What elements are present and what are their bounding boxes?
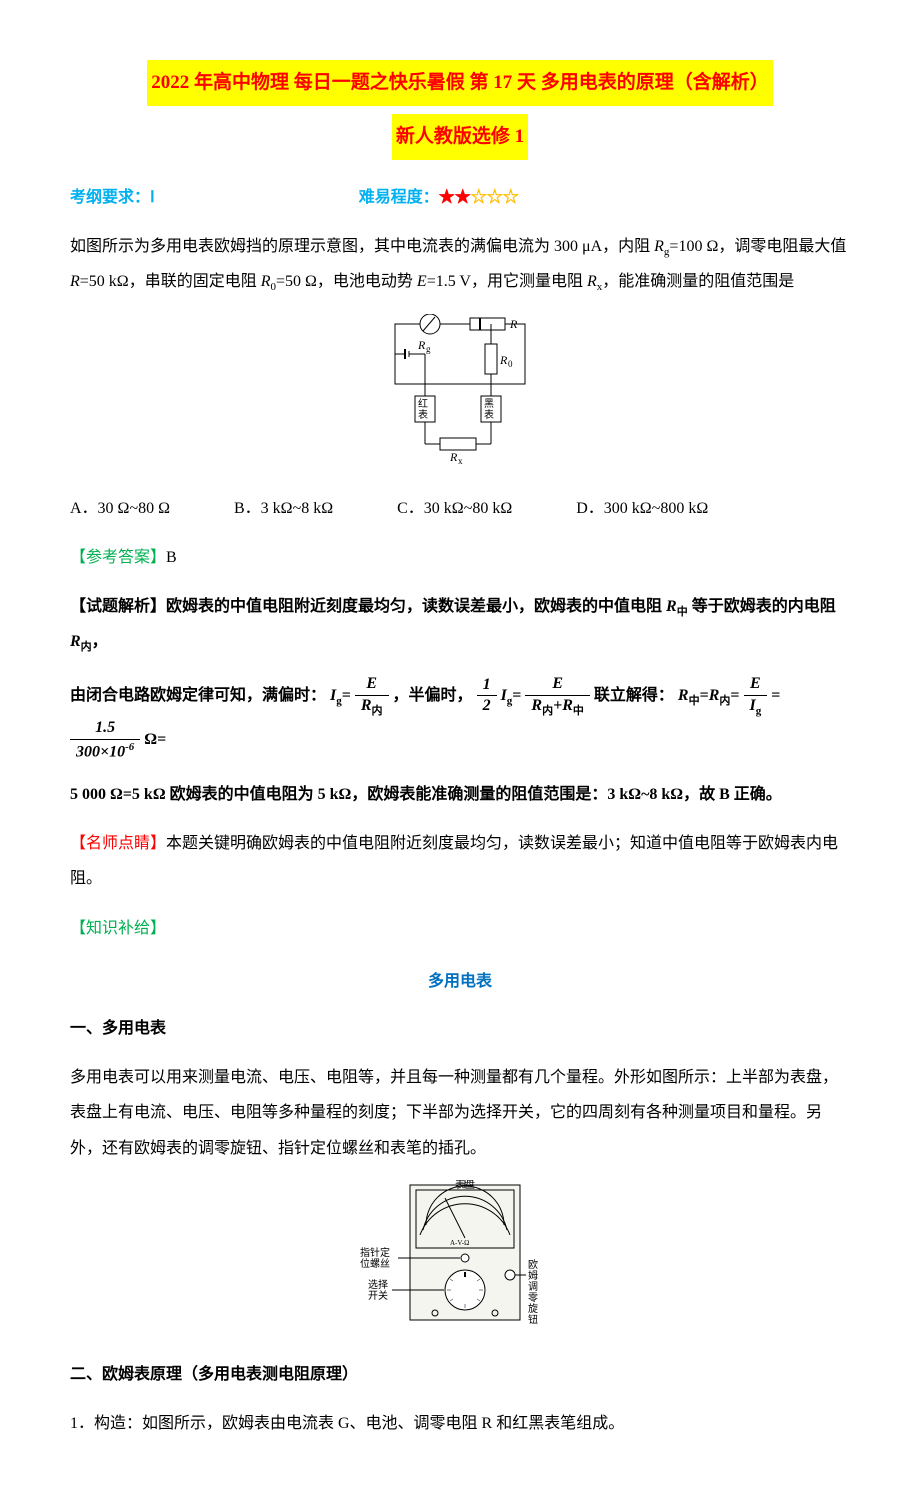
page-subtitle: 新人教版选修 1 — [392, 114, 528, 160]
svg-text:R: R — [417, 338, 426, 352]
circuit-figure: Rg R R0 红 表 黑 表 Rx — [70, 314, 850, 477]
svg-text:调: 调 — [528, 1281, 538, 1293]
eq-sign-3: = — [700, 687, 709, 704]
subsection-2-text: 1．构造：如图所示，欧姆表由电流表 G、电池、调零电阻 R 和红黑表笔组成。 — [70, 1406, 850, 1441]
var-rn: R内 — [70, 633, 92, 650]
option-b: B．3 kΩ~8 kΩ — [234, 491, 333, 526]
answer-label: 【参考答案】 — [70, 549, 166, 566]
var-r0: R0 — [261, 273, 276, 290]
half-label: ，半偏时， — [393, 687, 473, 704]
var-rg: Rg — [654, 238, 669, 255]
svg-text:0: 0 — [508, 359, 513, 369]
problem-part1: 如图所示为多用电表欧姆挡的原理示意图，其中电流表的满偏电流为 300 μA，内阻 — [70, 238, 654, 255]
var-rzh: R中 — [666, 598, 688, 615]
eq-sign-4: = — [730, 687, 739, 704]
teacher-label: 【名师点睛】 — [70, 835, 166, 852]
var-rn2: R内 — [709, 687, 731, 704]
supply-label: 【知识补给】 — [70, 920, 166, 937]
analysis-p2: 由闭合电路欧姆定律可知，满偏时： Ig= ER内 ，半偏时， 12 Ig= ER… — [70, 674, 850, 763]
analysis-text1c: ， — [92, 633, 108, 650]
problem-part1b: =100 Ω，调零电阻最大值 — [669, 238, 846, 255]
svg-text:姆: 姆 — [528, 1269, 538, 1282]
difficulty: 难易程度：★★☆☆☆ — [359, 180, 519, 215]
frac-1: ER内 — [355, 674, 389, 718]
join-label: 联立解得： — [594, 687, 674, 704]
section-title: 多用电表 — [70, 964, 850, 999]
teacher-text: 本题关键明确欧姆表的中值电阻附近刻度最均匀，读数误差最小；知道中值电阻等于欧姆表… — [70, 835, 838, 887]
problem-part1c: =50 kΩ，串联的固定电阻 — [80, 273, 261, 290]
svg-text:黑: 黑 — [484, 398, 494, 410]
svg-text:g: g — [426, 344, 431, 354]
analysis-p1: 【试题解析】欧姆表的中值电阻附近刻度最均匀，读数误差最小，欧姆表的中值电阻 R中… — [70, 589, 850, 660]
unit-ohm: Ω= — [144, 731, 166, 748]
svg-text:表: 表 — [484, 408, 494, 421]
answer-line: 【参考答案】B — [70, 540, 850, 575]
problem-text: 如图所示为多用电表欧姆挡的原理示意图，其中电流表的满偏电流为 300 μA，内阻… — [70, 229, 850, 300]
svg-text:x: x — [458, 456, 463, 464]
subsection-1: 一、多用电表 — [70, 1011, 850, 1046]
svg-text:R: R — [449, 450, 458, 464]
teacher-tip: 【名师点睛】本题关键明确欧姆表的中值电阻附近刻度最均匀，读数误差最小；知道中值电… — [70, 826, 850, 896]
title-container: 2022 年高中物理 每日一题之快乐暑假 第 17 天 多用电表的原理（含解析） — [70, 60, 850, 106]
svg-text:R: R — [509, 317, 518, 331]
subtitle-container: 新人教版选修 1 — [70, 114, 850, 160]
exam-requirement: 考纲要求：Ⅰ — [70, 180, 155, 215]
frac-4: 1.5300×10-6 — [70, 718, 140, 763]
svg-text:开关: 开关 — [368, 1289, 388, 1302]
var-e: E — [417, 273, 427, 290]
svg-text:红: 红 — [418, 397, 428, 410]
option-c: C．30 kΩ~80 kΩ — [397, 491, 512, 526]
analysis-text1: 欧姆表的中值电阻附近刻度最均匀，读数误差最小，欧姆表的中值电阻 — [166, 598, 666, 615]
circuit-svg: Rg R R0 红 表 黑 表 Rx — [385, 314, 535, 464]
var-rzh2: R中 — [678, 687, 700, 704]
eq-sign-1: = — [342, 687, 351, 704]
eq-sign-5: = — [771, 687, 780, 704]
var-ig: Ig — [330, 687, 342, 704]
problem-part1d: =50 Ω，电池电动势 — [276, 273, 417, 290]
problem-part1f: ，能准确测量的阻值范围是 — [602, 273, 794, 290]
supply-label-row: 【知识补给】 — [70, 911, 850, 946]
star-empty-icon: ☆☆☆ — [471, 189, 519, 206]
var-r: R — [70, 273, 80, 290]
svg-text:欧: 欧 — [528, 1259, 538, 1271]
svg-text:选择: 选择 — [368, 1278, 388, 1291]
var-ig2: Ig — [501, 687, 513, 704]
subsection-1-text: 多用电表可以用来测量电流、电压、电阻等，并且每一种测量都有几个量程。外形如图所示… — [70, 1060, 850, 1166]
var-rx: Rx — [587, 273, 602, 290]
eq-sign-2: = — [512, 687, 521, 704]
star-filled-icon: ★★ — [439, 189, 471, 206]
analysis-text2a: 由闭合电路欧姆定律可知，满偏时： — [70, 687, 326, 704]
subsection-2: 二、欧姆表原理（多用电表测电阻原理） — [70, 1357, 850, 1392]
page-title: 2022 年高中物理 每日一题之快乐暑假 第 17 天 多用电表的原理（含解析） — [147, 60, 773, 106]
answer-value: B — [166, 549, 177, 566]
analysis-label: 【试题解析】 — [70, 598, 166, 615]
svg-text:表: 表 — [418, 408, 428, 421]
option-d: D．300 kΩ~800 kΩ — [576, 491, 708, 526]
svg-text:旋: 旋 — [528, 1302, 538, 1315]
svg-text:指针定: 指针定 — [360, 1246, 390, 1259]
meta-row: 考纲要求：Ⅰ 难易程度：★★☆☆☆ — [70, 180, 850, 215]
analysis-p3: 5 000 Ω=5 kΩ 欧姆表的中值电阻为 5 kΩ，欧姆表能准确测量的阻值范… — [70, 777, 850, 812]
options-row: A．30 Ω~80 Ω B．3 kΩ~8 kΩ C．30 kΩ~80 kΩ D．… — [70, 491, 850, 526]
option-a: A．30 Ω~80 Ω — [70, 491, 170, 526]
frac-2: ER内+R中 — [525, 674, 589, 718]
svg-text:钮: 钮 — [528, 1313, 538, 1326]
svg-text:A-V-Ω: A-V-Ω — [450, 1239, 469, 1247]
meter-figure: A-V-Ω 表盘 指针定 位螺丝 选择 开关 欧 姆 调 零 旋 钮 — [70, 1180, 850, 1343]
svg-text:R: R — [499, 353, 508, 367]
frac-3: EIg — [744, 674, 768, 718]
svg-text:位螺丝: 位螺丝 — [360, 1257, 390, 1270]
difficulty-label: 难易程度： — [359, 189, 439, 206]
analysis-text1b: 等于欧姆表的内电阻 — [688, 598, 836, 615]
meter-svg: A-V-Ω 表盘 指针定 位螺丝 选择 开关 欧 姆 调 零 旋 钮 — [350, 1180, 570, 1330]
frac-half: 12 — [477, 675, 497, 718]
problem-part1e: =1.5 V，用它测量电阻 — [427, 273, 587, 290]
